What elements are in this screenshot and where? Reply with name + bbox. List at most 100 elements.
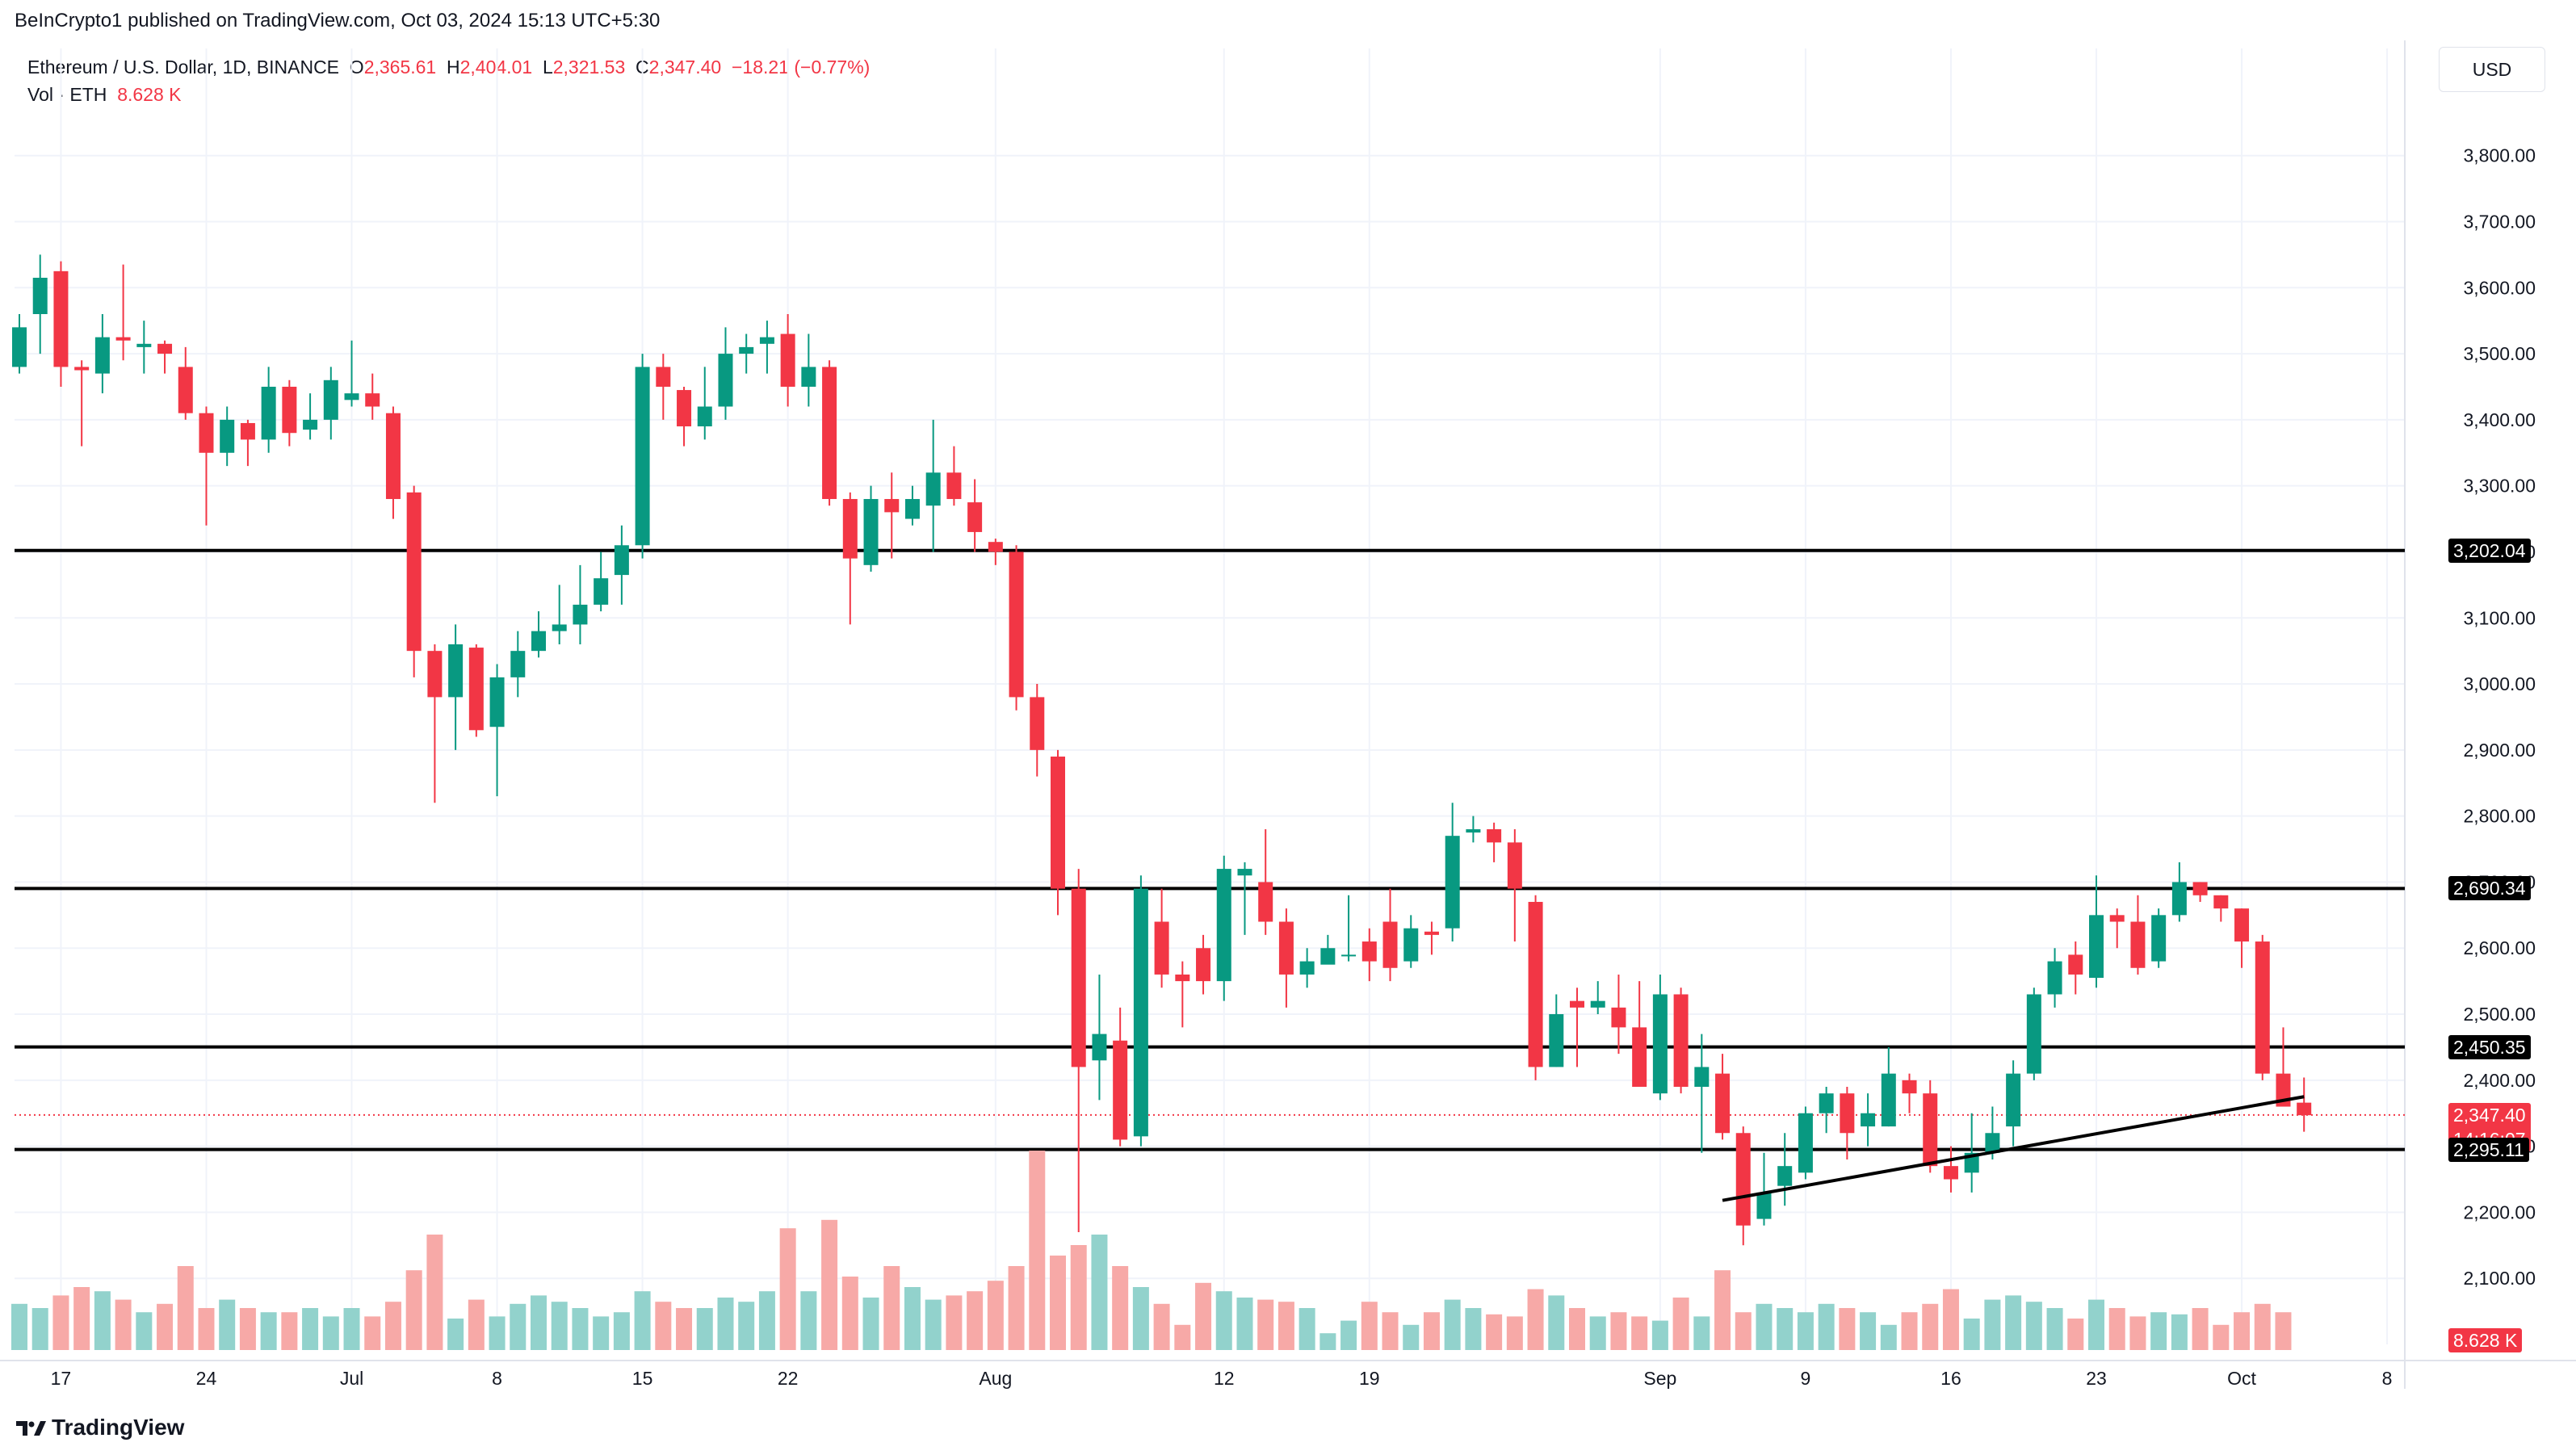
- volume-bar: [115, 1299, 132, 1350]
- candle-body: [1258, 882, 1273, 922]
- time-tick-label: 17: [51, 1368, 72, 1389]
- time-tick-label: 23: [2086, 1368, 2107, 1389]
- volume-bar: [2213, 1324, 2230, 1350]
- candle-body: [677, 390, 692, 427]
- time-tick-label: 24: [196, 1368, 217, 1389]
- volume-bar: [531, 1295, 547, 1350]
- volume-bar: [1195, 1282, 1212, 1350]
- candle-body: [656, 367, 671, 387]
- candle-body: [344, 393, 359, 400]
- brand-name[interactable]: TradingView: [52, 1415, 185, 1440]
- candle-body: [1196, 948, 1211, 982]
- volume-bar: [2088, 1299, 2104, 1350]
- candle-body: [282, 386, 297, 434]
- price-tick-label: 3,400.00: [2463, 409, 2536, 430]
- volume-bar: [634, 1291, 651, 1350]
- time-tick-label: 16: [1940, 1368, 1961, 1389]
- volume-bar: [31, 1308, 48, 1350]
- chart-canvas[interactable]: 2,100.002,200.002,300.002,400.002,500.00…: [0, 0, 2576, 1389]
- candle-body: [1549, 1014, 1564, 1067]
- volume-bar: [1756, 1303, 1773, 1350]
- currency-button[interactable]: USD: [2439, 47, 2545, 92]
- volume-bar: [302, 1308, 319, 1350]
- volume-bar: [821, 1219, 838, 1350]
- level-badge-2: 2,690.34: [2448, 876, 2531, 901]
- volume-bar: [1797, 1312, 1814, 1350]
- candle-body: [884, 499, 900, 513]
- candle-body: [2234, 908, 2250, 942]
- candle-body: [1902, 1080, 1917, 1094]
- price-tick-label: 2,400.00: [2463, 1070, 2536, 1091]
- volume-bar: [136, 1312, 153, 1350]
- volume-bar: [1486, 1314, 1503, 1350]
- candle-body: [822, 367, 837, 500]
- candle-body: [780, 333, 795, 387]
- candle-body: [1237, 869, 1252, 876]
- candle-body: [1071, 888, 1086, 1067]
- candle-body: [2213, 895, 2229, 909]
- candle-body: [385, 413, 401, 500]
- candle-body: [1278, 921, 1294, 975]
- symbol-name: Ethereum / U.S. Dollar, 1D, BINANCE: [27, 57, 340, 78]
- candle-body: [1216, 869, 1231, 982]
- volume-bar: [1901, 1312, 1918, 1350]
- candle-body: [1009, 551, 1024, 698]
- volume-bar: [260, 1312, 277, 1350]
- volume-bar: [1215, 1291, 1232, 1350]
- volume-bar: [219, 1299, 236, 1350]
- candle-body: [1154, 921, 1169, 975]
- volume-bar: [384, 1302, 401, 1350]
- low-label: L: [542, 57, 553, 78]
- candle-body: [510, 651, 526, 677]
- high-value: 2,404.01: [459, 57, 533, 78]
- volume-bar: [157, 1303, 174, 1350]
- candle-body: [863, 499, 879, 565]
- candle-body: [1632, 1027, 1647, 1087]
- candle-body: [759, 337, 774, 344]
- candle-body: [468, 648, 484, 731]
- tradingview-logo-icon[interactable]: [15, 1418, 47, 1439]
- volume-bar: [1880, 1324, 1897, 1350]
- volume-bar: [1340, 1320, 1357, 1350]
- volume-bar: [779, 1228, 796, 1350]
- candle-body: [261, 386, 276, 440]
- volume-bar: [1008, 1266, 1025, 1350]
- candle-body: [220, 419, 235, 453]
- symbol-legend[interactable]: Ethereum / U.S. Dollar, 1D, BINANCE O2,3…: [27, 57, 870, 78]
- volume-bar: [1860, 1312, 1877, 1350]
- volume-bar: [1132, 1287, 1149, 1350]
- candle-body: [1861, 1113, 1876, 1127]
- candle-body: [1445, 836, 1460, 929]
- candle-body: [1341, 954, 1357, 957]
- candle-body: [946, 472, 962, 500]
- volume-bar: [1922, 1303, 1939, 1350]
- volume-bar: [1984, 1299, 2001, 1350]
- volume-legend[interactable]: Vol · ETH 8.628 K: [27, 84, 182, 106]
- volume-bar: [676, 1308, 693, 1350]
- price-tick-label: 3,000.00: [2463, 673, 2536, 694]
- volume-bar: [510, 1303, 527, 1350]
- price-tick-label: 2,100.00: [2463, 1268, 2536, 1289]
- volume-bar: [1651, 1320, 1668, 1350]
- candle-body: [988, 542, 1003, 552]
- horizontal-levels: [15, 548, 2405, 1151]
- volume-bar: [1423, 1312, 1440, 1350]
- volume-bar: [1963, 1319, 1980, 1350]
- candle-body: [2151, 915, 2167, 962]
- candle-body: [1320, 948, 1336, 965]
- candle-body: [32, 278, 48, 314]
- volume-bar: [1070, 1245, 1087, 1350]
- volume-bar: [2046, 1308, 2063, 1350]
- volume-bar: [1589, 1316, 1606, 1350]
- volume-bar: [322, 1316, 339, 1350]
- volume-bar: [198, 1308, 215, 1350]
- volume-bar: [1610, 1312, 1627, 1350]
- candle-body: [1923, 1093, 1938, 1167]
- candle-body: [573, 604, 588, 625]
- candle-body: [1092, 1034, 1107, 1061]
- candle-body: [2255, 941, 2270, 1074]
- volume-bar: [2275, 1312, 2292, 1350]
- volume-bar: [1777, 1308, 1794, 1350]
- change-value: −18.21 (−0.77%): [731, 57, 871, 78]
- volume-bar: [1465, 1308, 1482, 1350]
